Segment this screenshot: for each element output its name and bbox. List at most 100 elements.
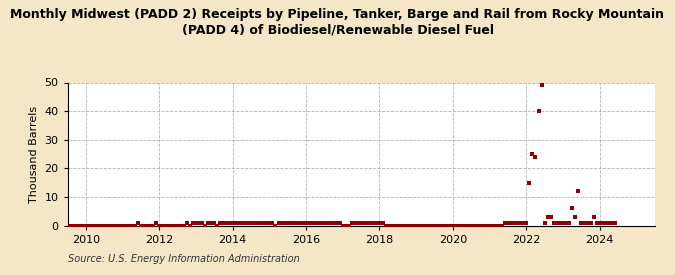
Point (138, 223, 149, 228)
Point (536, 83, 547, 87)
Point (124, 223, 134, 228)
Point (509, 221, 520, 225)
Point (567, 206, 578, 211)
Point (386, 223, 397, 228)
Point (350, 221, 360, 225)
Point (176, 223, 186, 228)
Point (408, 223, 418, 228)
Point (475, 223, 486, 228)
Point (444, 223, 455, 228)
Point (374, 221, 385, 225)
Point (59, 223, 70, 228)
Point (74, 223, 85, 228)
Point (521, 221, 532, 225)
Point (227, 221, 238, 225)
Point (603, 221, 614, 225)
Point (334, 221, 345, 225)
Point (319, 221, 330, 225)
Point (472, 223, 483, 228)
Point (242, 221, 253, 225)
Point (80, 223, 91, 228)
Point (561, 221, 572, 225)
Point (610, 221, 620, 225)
Point (307, 221, 318, 225)
Point (380, 223, 391, 228)
Point (286, 221, 296, 225)
Point (50, 223, 61, 228)
Point (190, 221, 201, 225)
Point (224, 221, 235, 225)
Point (515, 221, 526, 225)
Point (530, 155, 541, 159)
Point (500, 221, 510, 225)
Point (377, 221, 388, 225)
Point (120, 223, 131, 228)
Point (564, 221, 574, 225)
Point (423, 223, 434, 228)
Point (558, 221, 568, 225)
Point (236, 221, 247, 225)
Point (533, 109, 544, 113)
Point (273, 221, 284, 225)
Point (65, 223, 76, 228)
Point (404, 223, 415, 228)
Point (325, 221, 336, 225)
Point (154, 223, 165, 228)
Point (594, 221, 605, 225)
Point (542, 215, 553, 219)
Point (111, 223, 122, 228)
Point (172, 223, 183, 228)
Point (487, 223, 498, 228)
Point (313, 221, 324, 225)
Point (576, 221, 587, 225)
Point (328, 221, 339, 225)
Point (356, 221, 367, 225)
Point (411, 223, 422, 228)
Point (457, 223, 468, 228)
Point (188, 221, 198, 225)
Point (493, 223, 504, 228)
Point (383, 223, 394, 228)
Point (212, 223, 223, 228)
Point (114, 223, 125, 228)
Point (92, 223, 103, 228)
Point (545, 215, 556, 219)
Point (555, 221, 566, 225)
Point (338, 223, 348, 228)
Point (264, 221, 275, 225)
Point (340, 223, 351, 228)
Point (426, 223, 437, 228)
Point (585, 221, 596, 225)
Point (460, 223, 470, 228)
Point (591, 221, 602, 225)
Point (157, 223, 167, 228)
Point (402, 223, 412, 228)
Point (144, 223, 155, 228)
Point (202, 221, 213, 225)
Point (438, 223, 449, 228)
Point (151, 221, 161, 225)
Point (579, 221, 590, 225)
Point (169, 223, 180, 228)
Point (527, 152, 538, 156)
Point (136, 223, 146, 228)
Point (102, 223, 113, 228)
Point (90, 223, 101, 228)
Point (206, 221, 217, 225)
Point (78, 223, 88, 228)
Point (218, 221, 229, 225)
Point (352, 221, 363, 225)
Point (484, 223, 495, 228)
Point (432, 223, 443, 228)
Point (454, 223, 464, 228)
Point (316, 221, 327, 225)
Point (200, 223, 211, 228)
Point (248, 221, 259, 225)
Point (86, 223, 97, 228)
Point (246, 221, 256, 225)
Point (548, 221, 559, 225)
Point (276, 221, 287, 225)
Point (132, 221, 143, 225)
Point (362, 221, 373, 225)
Point (310, 221, 321, 225)
